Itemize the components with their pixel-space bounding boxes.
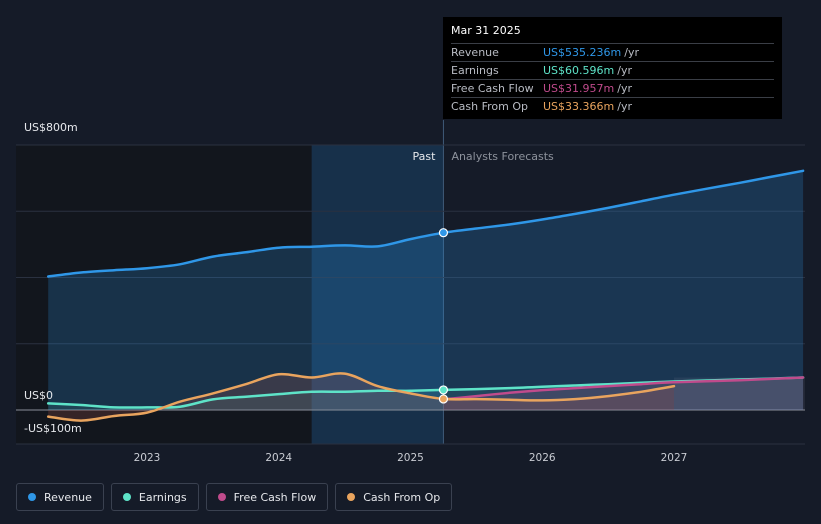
x-tick-label: 2027 <box>661 452 688 464</box>
y-axis-label: US$800m <box>24 121 78 134</box>
legend-item-earnings[interactable]: Earnings <box>110 483 199 511</box>
area-revenue <box>48 170 804 410</box>
tooltip-label: Free Cash Flow <box>451 82 534 95</box>
y-axis-label: US$0 <box>24 389 53 402</box>
chart-legend: Revenue Earnings Free Cash Flow Cash Fro… <box>16 483 453 511</box>
gridlines <box>16 144 805 445</box>
data-tooltip: Mar 31 2025 Revenue US$535.236m /yr Earn… <box>443 17 782 119</box>
legend-dot-icon <box>217 493 226 501</box>
past-highlight-zone <box>311 145 444 444</box>
legend-dot-icon <box>347 493 356 501</box>
legend-item-cash-from-op[interactable]: Cash From Op <box>335 483 453 511</box>
past-region-label: Past <box>413 150 437 163</box>
legend-label: Revenue <box>44 490 92 504</box>
line-free-cash-flow <box>442 376 805 401</box>
y-axis-label: -US$100m <box>24 422 82 435</box>
tooltip-value: US$60.596m <box>543 64 615 77</box>
legend-item-free-cash-flow[interactable]: Free Cash Flow <box>205 483 329 511</box>
tooltip-date: Mar 31 2025 <box>451 24 521 37</box>
legend-label: Free Cash Flow <box>233 490 317 504</box>
legend-dot-icon <box>122 493 131 501</box>
tooltip-label: Revenue <box>451 46 499 59</box>
axis-labels: US$800m US$0 -US$100m 2023 2024 2025 2026 2027 P… <box>24 121 687 464</box>
line-cash-from-op <box>46 372 676 422</box>
tooltip-label: Earnings <box>451 64 499 77</box>
legend-dot-icon <box>28 493 36 501</box>
tooltip-value: US$31.957m <box>543 82 615 95</box>
legend-label: Earnings <box>138 490 187 504</box>
tooltip-value: US$535.236m <box>543 46 622 59</box>
forecast-region-label: Analysts Forecasts <box>451 150 554 163</box>
highlight-markers <box>438 228 449 404</box>
tooltip-unit: /yr <box>624 46 639 59</box>
x-tick-label: 2025 <box>397 452 424 464</box>
marker-revenue <box>438 228 449 238</box>
tooltip-row-revenue: Revenue US$535.236m /yr <box>451 43 774 61</box>
tooltip-value: US$33.366m <box>543 100 615 113</box>
legend-item-revenue[interactable]: Revenue <box>16 483 104 511</box>
tooltip-row-cash-from-op: Cash From Op US$33.366m /yr <box>451 97 774 115</box>
x-tick-label: 2023 <box>134 452 161 464</box>
series-lines <box>46 169 805 422</box>
past-dark-zone <box>16 145 312 444</box>
tooltip-unit: /yr <box>617 82 632 95</box>
tooltip-unit: /yr <box>617 64 632 77</box>
tooltip-row-free-cash-flow: Free Cash Flow US$31.957m /yr <box>451 79 774 97</box>
marker-cash-from-op <box>438 394 449 404</box>
chart-zones <box>16 120 444 444</box>
marker-earnings <box>438 385 449 395</box>
line-revenue <box>46 169 805 278</box>
tooltip-row-earnings: Earnings US$60.596m /yr <box>451 61 774 79</box>
x-tick-label: 2024 <box>265 452 292 464</box>
forecast-tail-shade <box>674 377 805 410</box>
tooltip-unit: /yr <box>617 100 632 113</box>
legend-label: Cash From Op <box>363 490 441 504</box>
x-tick-label: 2026 <box>529 452 556 464</box>
area-cash-from-op <box>48 373 674 421</box>
tooltip-label: Cash From Op <box>451 100 529 113</box>
